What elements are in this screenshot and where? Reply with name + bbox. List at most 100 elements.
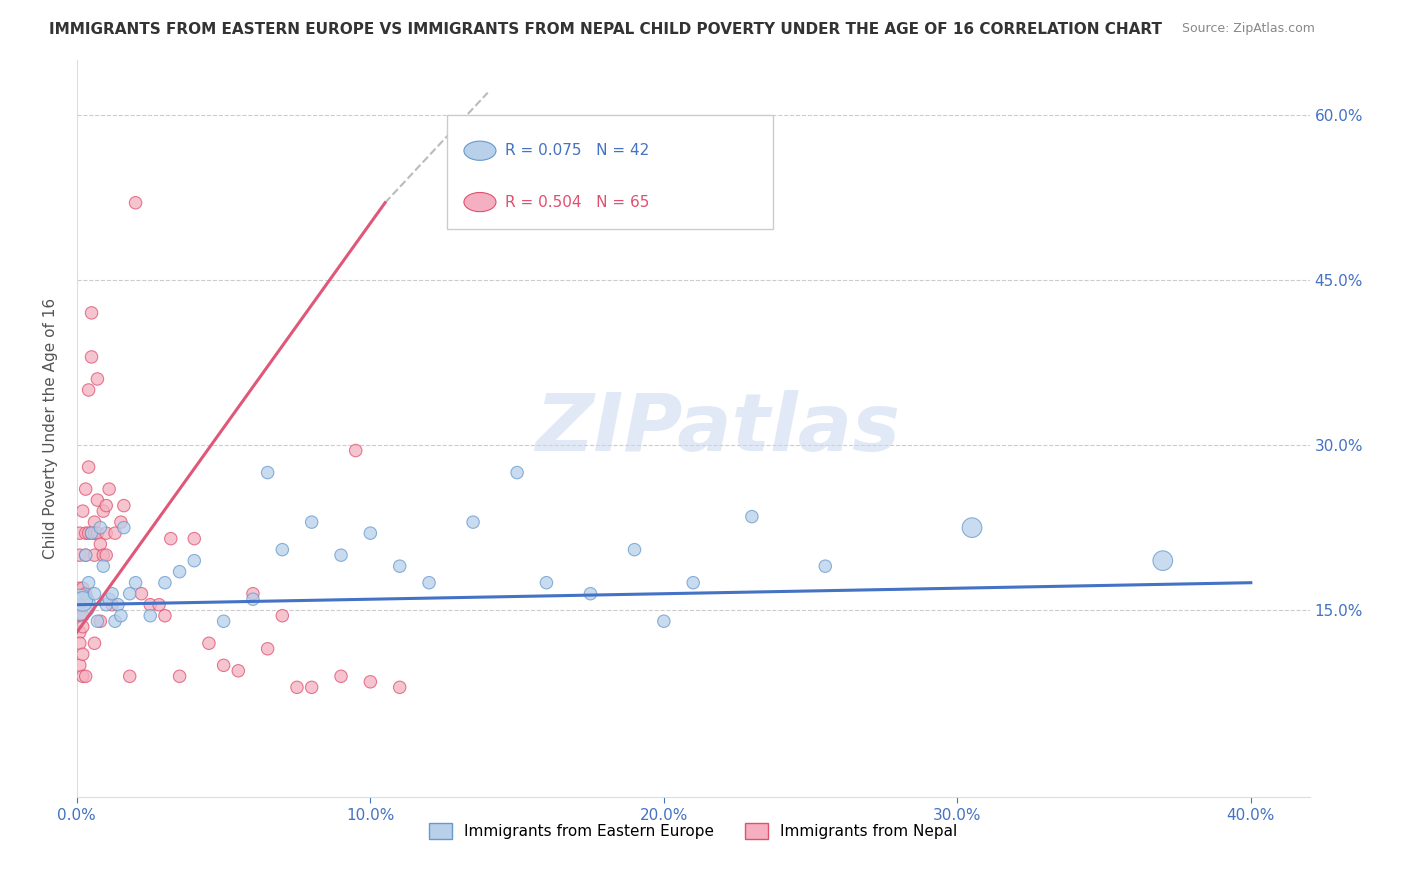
- Point: [72, 581, 94, 595]
- Text: Source: ZipAtlas.com: Source: ZipAtlas.com: [1181, 22, 1315, 36]
- Point: [72, 504, 94, 518]
- Point: [101, 598, 124, 612]
- Point: [256, 641, 278, 656]
- Point: [169, 669, 191, 683]
- Point: [83, 636, 105, 650]
- Text: R = 0.075   N = 42: R = 0.075 N = 42: [505, 144, 648, 158]
- Point: [110, 608, 132, 623]
- Text: IMMIGRANTS FROM EASTERN EUROPE VS IMMIGRANTS FROM NEPAL CHILD POVERTY UNDER THE : IMMIGRANTS FROM EASTERN EUROPE VS IMMIGR…: [49, 22, 1163, 37]
- Point: [579, 587, 602, 601]
- Point: [89, 521, 111, 535]
- Point: [72, 647, 94, 661]
- Point: [112, 499, 135, 513]
- Point: [89, 537, 111, 551]
- Point: [75, 669, 97, 683]
- Point: [83, 526, 105, 541]
- Point: [271, 542, 294, 557]
- Point: [183, 554, 205, 568]
- Point: [69, 548, 91, 562]
- Point: [301, 515, 323, 529]
- Point: [75, 587, 97, 601]
- Point: [83, 548, 105, 562]
- Point: [131, 587, 153, 601]
- Point: [75, 526, 97, 541]
- Point: [118, 587, 141, 601]
- Point: [96, 499, 118, 513]
- Point: [72, 669, 94, 683]
- Point: [107, 598, 129, 612]
- Point: [242, 587, 264, 601]
- Point: [388, 559, 411, 574]
- Circle shape: [464, 141, 496, 161]
- Point: [536, 575, 558, 590]
- Point: [104, 526, 127, 541]
- Point: [80, 306, 103, 320]
- Point: [148, 598, 170, 612]
- Y-axis label: Child Poverty Under the Age of 16: Child Poverty Under the Age of 16: [44, 298, 58, 559]
- Point: [98, 482, 121, 496]
- Point: [623, 542, 645, 557]
- Point: [285, 681, 308, 695]
- Point: [124, 575, 146, 590]
- Point: [198, 636, 221, 650]
- Point: [1152, 554, 1174, 568]
- Point: [388, 681, 411, 695]
- Point: [330, 669, 353, 683]
- Point: [77, 575, 100, 590]
- Point: [101, 587, 124, 601]
- Point: [69, 636, 91, 650]
- Point: [112, 521, 135, 535]
- Point: [242, 592, 264, 607]
- Point: [86, 372, 108, 386]
- Legend: Immigrants from Eastern Europe, Immigrants from Nepal: Immigrants from Eastern Europe, Immigran…: [423, 817, 963, 845]
- Point: [72, 594, 94, 608]
- Point: [83, 515, 105, 529]
- Point: [652, 614, 675, 628]
- Point: [153, 608, 176, 623]
- Point: [77, 460, 100, 475]
- Point: [682, 575, 704, 590]
- Point: [80, 350, 103, 364]
- Point: [77, 526, 100, 541]
- Point: [83, 587, 105, 601]
- FancyBboxPatch shape: [447, 115, 773, 229]
- Point: [89, 614, 111, 628]
- Point: [330, 548, 353, 562]
- Point: [91, 559, 114, 574]
- Point: [359, 526, 381, 541]
- Point: [256, 466, 278, 480]
- Point: [104, 614, 127, 628]
- Point: [72, 620, 94, 634]
- Point: [271, 608, 294, 623]
- Point: [69, 526, 91, 541]
- Point: [110, 515, 132, 529]
- Point: [72, 608, 94, 623]
- Point: [98, 592, 121, 607]
- Point: [139, 608, 162, 623]
- Point: [86, 614, 108, 628]
- Circle shape: [464, 193, 496, 211]
- Point: [69, 625, 91, 640]
- Text: ZIPatlas: ZIPatlas: [536, 390, 900, 467]
- Point: [118, 669, 141, 683]
- Point: [86, 526, 108, 541]
- Point: [96, 526, 118, 541]
- Point: [212, 658, 235, 673]
- Point: [153, 575, 176, 590]
- Point: [418, 575, 440, 590]
- Point: [80, 526, 103, 541]
- Point: [75, 548, 97, 562]
- Point: [96, 548, 118, 562]
- Point: [226, 664, 249, 678]
- Point: [69, 598, 91, 612]
- Point: [506, 466, 529, 480]
- Point: [69, 598, 91, 612]
- Text: R = 0.504   N = 65: R = 0.504 N = 65: [505, 194, 650, 210]
- Point: [75, 548, 97, 562]
- Point: [359, 674, 381, 689]
- Point: [69, 658, 91, 673]
- Point: [344, 443, 367, 458]
- Point: [91, 548, 114, 562]
- Point: [169, 565, 191, 579]
- Point: [86, 493, 108, 508]
